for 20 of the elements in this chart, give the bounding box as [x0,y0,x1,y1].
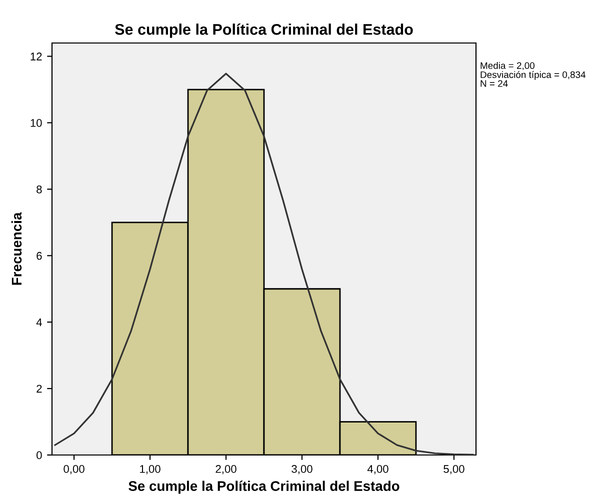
y-tick-label: 10 [30,119,42,127]
line-series [54,72,474,455]
x-axis-title: Se cumple la Política Criminal del Estado [128,480,400,494]
x-tick-label: 4,00 [367,465,388,474]
x-tick-label: 3,00 [292,465,312,474]
text: N = 24 [480,80,508,87]
y-tick-label: 0 [36,451,42,460]
x-tick-label: 5,00 [444,465,464,474]
x-tick-label: 0,00 [64,465,84,474]
y-axis-title: Frecuencia [11,212,22,285]
y-tick-label: 4 [36,318,42,326]
x-tick-label: 2,00 [216,465,236,474]
y-tick-label: 12 [30,52,42,60]
text: Desviación típica = 0,834 [480,70,586,80]
y-tick-label: 8 [36,185,42,194]
x-tick-label: 1,00 [140,465,160,474]
text: Media = 2,00 [480,62,534,70]
chart-title: Se cumple la Política Criminal del Estado [115,23,413,38]
y-tick-label: 2 [36,384,42,393]
y-tick-label: 6 [36,252,42,260]
